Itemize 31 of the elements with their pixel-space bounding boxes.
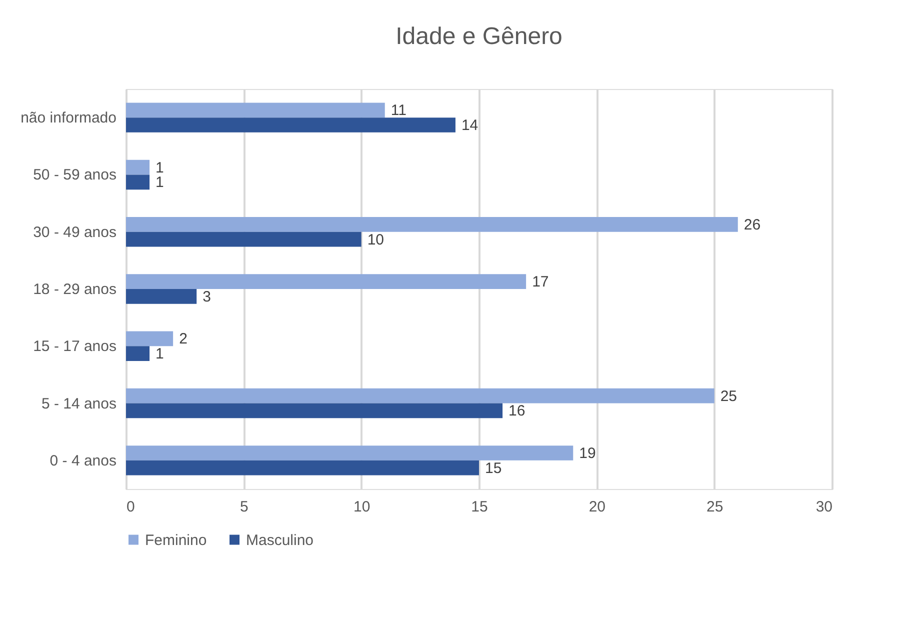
data-label: 1	[156, 174, 164, 192]
y-tick-label: 15 - 17 anos	[33, 338, 116, 356]
y-tick-label: 18 - 29 anos	[33, 281, 116, 298]
x-tick-label: 5	[240, 498, 248, 516]
y-tick-label: não informado	[20, 110, 116, 127]
data-label: 1	[156, 346, 164, 363]
x-tick-label: 0	[126, 498, 135, 516]
x-tick-label: 15	[471, 498, 488, 516]
data-label: 11	[390, 102, 406, 120]
y-tick-label: 5 - 14 anos	[41, 395, 116, 412]
data-label: 3	[202, 288, 211, 306]
data-label: 10	[367, 231, 384, 248]
y-tick-label: 30 - 49 anos	[33, 224, 116, 241]
x-tick-label: 30	[816, 498, 832, 516]
data-label: 16	[508, 402, 526, 420]
chart-title: Idade e Gênero	[396, 23, 562, 50]
y-tick-label: 50 - 59 anos	[33, 166, 116, 184]
y-tick-label: 0 - 4 anos	[50, 452, 116, 470]
data-label: 19	[579, 445, 596, 462]
data-label: 14	[461, 117, 478, 134]
legend-label: Feminino	[145, 532, 207, 549]
data-label: 17	[532, 274, 549, 291]
data-label: 26	[744, 216, 761, 234]
x-tick-label: 25	[706, 498, 724, 516]
data-label: 25	[720, 388, 738, 405]
data-label: 15	[485, 460, 502, 477]
data-label: 2	[179, 330, 188, 348]
legend-label: Masculino	[246, 532, 314, 549]
x-tick-label: 10	[353, 498, 370, 516]
data-label: 1	[156, 159, 164, 176]
x-tick-label: 20	[588, 498, 606, 516]
